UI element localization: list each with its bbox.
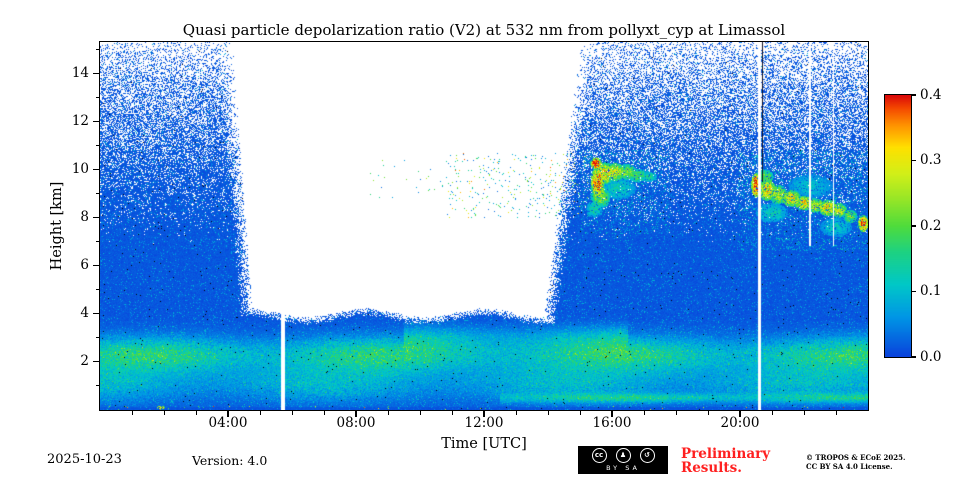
colorbar-tick <box>912 225 916 227</box>
x-axis-tick-label: 12:00 <box>464 415 504 431</box>
cc-by-person-icon: ♟ <box>615 448 631 463</box>
cc-byline-label: BY SA <box>606 464 640 472</box>
x-axis-major-tick <box>611 411 613 417</box>
x-axis-minor-tick <box>259 411 261 415</box>
y-axis-minor-tick <box>95 385 99 387</box>
x-axis-tick-label: 04:00 <box>208 415 248 431</box>
colorbar-tick-label: 0.1 <box>920 283 942 299</box>
y-axis-minor-tick <box>95 337 99 339</box>
x-axis-major-tick <box>227 411 229 417</box>
x-axis-minor-tick <box>675 411 677 415</box>
preliminary-line2: Results. <box>681 460 742 476</box>
copyright-line1: © TROPOS & ECoE 2025. <box>806 453 906 462</box>
x-axis-tick-label: 08:00 <box>336 415 376 431</box>
cc-license-badge: cc ♟ ↺ BY SA <box>578 446 668 474</box>
version-label: Version: 4.0 <box>192 453 268 468</box>
x-axis-major-tick <box>355 411 357 417</box>
x-axis-tick-label: 16:00 <box>592 415 632 431</box>
x-axis-minor-tick <box>195 411 197 415</box>
heatmap-plot-frame <box>99 41 869 411</box>
depolarization-heatmap-canvas <box>100 42 868 410</box>
x-axis-tick-label: 20:00 <box>720 415 760 431</box>
y-axis-minor-tick <box>95 96 99 98</box>
y-axis-tick-label: 8 <box>80 209 89 226</box>
y-axis-tick-label: 10 <box>71 160 89 177</box>
colorbar-tick-label: 0.3 <box>920 152 942 168</box>
x-axis-minor-tick <box>451 411 453 415</box>
copyright-line2: CC BY SA 4.0 License. <box>806 462 893 471</box>
colorbar-tick-label: 0.0 <box>920 348 942 365</box>
x-axis-minor-tick <box>163 411 165 415</box>
y-axis-major-tick <box>93 265 99 267</box>
x-axis-minor-tick <box>803 411 805 415</box>
preliminary-results-note: Preliminary Results. <box>681 447 770 475</box>
x-axis-label: Time [UTC] <box>441 436 527 452</box>
y-axis-minor-tick <box>95 48 99 50</box>
measurement-date-label: 2025-10-23 <box>47 452 122 467</box>
x-axis-minor-tick <box>515 411 517 415</box>
x-axis-minor-tick <box>131 411 133 415</box>
colorbar-tick-label: 0.2 <box>920 217 942 234</box>
copyright-note: © TROPOS & ECoE 2025. CC BY SA 4.0 Licen… <box>806 453 905 471</box>
colorbar-tick <box>912 356 916 358</box>
y-axis-major-tick <box>93 168 99 171</box>
y-axis-major-tick <box>93 72 99 74</box>
x-axis-minor-tick <box>547 411 549 415</box>
y-axis-minor-tick <box>95 241 99 243</box>
x-axis-minor-tick <box>643 411 645 415</box>
x-axis-minor-tick <box>771 411 773 415</box>
x-axis-major-tick <box>483 411 485 417</box>
x-axis-minor-tick <box>579 411 581 415</box>
plot-title: Quasi particle depolarization ratio (V2)… <box>182 21 786 39</box>
x-axis-minor-tick <box>323 411 325 415</box>
y-axis-minor-tick <box>95 144 99 146</box>
colorbar-frame <box>884 94 912 358</box>
colorbar-gradient-canvas <box>885 95 911 357</box>
x-axis-minor-tick <box>419 411 421 415</box>
preliminary-line1: Preliminary <box>681 446 771 462</box>
x-axis-minor-tick <box>707 411 709 415</box>
y-axis-major-tick <box>93 216 99 219</box>
y-axis-minor-tick <box>95 289 99 291</box>
colorbar-tick <box>912 94 916 96</box>
cc-icons-row: cc ♟ ↺ <box>591 448 655 463</box>
cc-icon: cc <box>591 448 607 463</box>
x-axis-minor-tick <box>291 411 293 415</box>
colorbar-tick <box>912 159 916 162</box>
y-axis-tick-label: 6 <box>80 257 89 274</box>
y-axis-major-tick <box>93 313 99 315</box>
x-axis-minor-tick <box>835 411 837 415</box>
y-axis-tick-label: 4 <box>80 305 89 322</box>
x-axis-minor-tick <box>387 411 389 415</box>
y-axis-tick-label: 14 <box>71 64 89 81</box>
x-axis-major-tick <box>739 411 741 417</box>
y-axis-tick-label: 12 <box>71 112 89 129</box>
y-axis-minor-tick <box>95 193 99 195</box>
y-axis-tick-label: 2 <box>80 353 89 370</box>
y-axis-major-tick <box>93 361 99 363</box>
colorbar-tick-label: 0.4 <box>920 86 942 103</box>
cc-sa-arrow-icon: ↺ <box>639 448 655 463</box>
colorbar-tick <box>912 290 916 293</box>
y-axis-major-tick <box>93 120 99 122</box>
